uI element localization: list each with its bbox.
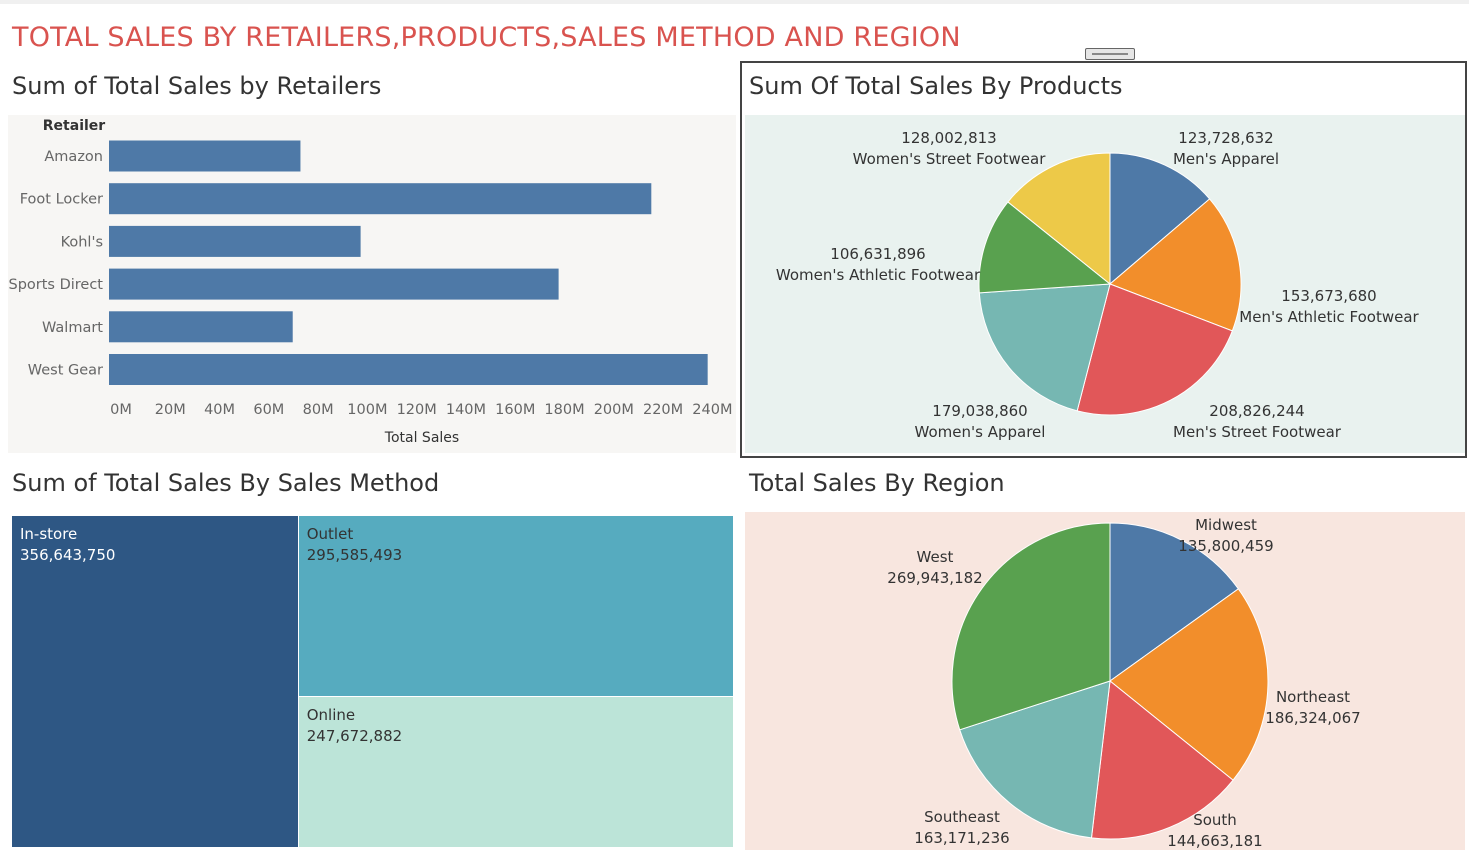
retailers-chart-title: Sum of Total Sales by Retailers [12, 72, 382, 100]
region-slice-midwest[interactable] [1109, 522, 1240, 682]
region-slice-label-west: 269,943,182 [887, 569, 982, 587]
region-pie-chart: Midwest 135,800,459 Northeast 186,324,067 So… [887, 516, 1360, 850]
product-slice-men-s-apparel[interactable] [1109, 152, 1211, 286]
x-tick-label-200m: 200M [594, 402, 634, 418]
region-slice-northeast[interactable] [1109, 588, 1269, 781]
product-slice-label-women-s-apparel: Women's Apparel [915, 423, 1046, 441]
region-slice-value-west: West [917, 548, 954, 566]
region-chart-title: Total Sales By Region [749, 469, 1005, 497]
treemap-label-value-outlet: 295,585,493 [306, 546, 403, 564]
region-slice-value-northeast: Northeast [1276, 688, 1350, 706]
treemap-cell-outlet[interactable]: Outlet 295,585,493 [298, 516, 733, 697]
x-tick-label-140m: 140M [446, 402, 486, 418]
x-tick-label-40m: 40M [204, 402, 235, 418]
treemap-label-value-online: 247,672,882 [306, 727, 403, 746]
product-slice-value-women-s-athletic-footwear: 106,631,896 [830, 245, 925, 263]
bar-amazon[interactable] [109, 140, 301, 172]
products-pie-chart: 123,728,632 Men's Apparel 153,673,680 Men's… [776, 129, 1420, 441]
region-slice-value-midwest: Midwest [1195, 516, 1257, 534]
x-tick-label-160m: 160M [495, 402, 535, 418]
product-slice-value-men-s-athletic-footwear: 153,673,680 [1281, 287, 1376, 305]
dashboard-title: TOTAL SALES BY RETAILERS,PRODUCTS,SALES … [12, 22, 961, 53]
treemap-label-name-outlet: Outlet [306, 525, 354, 543]
region-slice-west[interactable] [951, 522, 1111, 731]
product-slice-label-women-s-athletic-footwear: Women's Athletic Footwear [776, 266, 981, 284]
x-tick-label-100m: 100M [347, 402, 387, 418]
product-slice-men-s-street-footwear[interactable] [1076, 283, 1233, 416]
x-tick-label-220m: 220M [643, 402, 683, 418]
product-slice-label-men-s-athletic-footwear: Men's Athletic Footwear [1239, 308, 1419, 326]
bar-foot-locker[interactable] [109, 183, 652, 215]
product-slice-women-s-street-footwear[interactable] [1007, 152, 1111, 286]
retailer-label-kohl-s: Kohl's [61, 234, 103, 250]
retailers-bar-chart: Retailer Amazon Foot Locker Kohl's Sports Di… [8, 118, 732, 446]
treemap-label-value-in-store: 356,643,750 [20, 546, 116, 564]
treemap-label-online: Online 247,672,882 [307, 705, 402, 747]
treemap-label-name-in-store: In-store [20, 525, 78, 543]
x-tick-label-20m: 20M [155, 402, 186, 418]
product-slice-men-s-athletic-footwear[interactable] [1109, 198, 1242, 332]
product-slice-value-women-s-apparel: 179,038,860 [932, 402, 1027, 420]
x-axis-label: Total Sales [384, 430, 459, 446]
products-chart-title: Sum Of Total Sales By Products [749, 72, 1123, 100]
product-slice-label-women-s-street-footwear: Women's Street Footwear [853, 150, 1047, 168]
bar-sports-direct[interactable] [109, 268, 559, 300]
product-slice-label-men-s-street-footwear: Men's Street Footwear [1173, 423, 1342, 441]
bar-kohl-s[interactable] [109, 225, 361, 257]
product-slice-women-s-apparel[interactable] [978, 283, 1111, 412]
treemap-label-in-store: In-store 356,643,750 [20, 524, 115, 566]
retailer-label-amazon: Amazon [44, 149, 103, 165]
retailer-label-west-gear: West Gear [28, 363, 103, 379]
x-tick-label-80m: 80M [303, 402, 334, 418]
region-slice-value-south: South [1193, 811, 1237, 829]
bar-west-gear[interactable] [109, 354, 708, 385]
product-slice-label-men-s-apparel: Men's Apparel [1173, 150, 1279, 168]
treemap-label-name-online: Online [306, 706, 356, 725]
region-slice-label-midwest: 135,800,459 [1178, 537, 1273, 555]
x-tick-label-60m: 60M [253, 402, 284, 418]
region-slice-southeast[interactable] [959, 680, 1111, 839]
region-slice-label-south: 144,663,181 [1167, 832, 1262, 850]
product-slice-value-men-s-apparel: 123,728,632 [1178, 129, 1273, 147]
region-slice-south[interactable] [1090, 680, 1234, 840]
drag-handle-icon[interactable] [1085, 48, 1135, 60]
sales-method-chart-title: Sum of Total Sales By Sales Method [12, 469, 440, 497]
region-slice-label-northeast: 186,324,067 [1265, 709, 1360, 727]
region-slice-label-southeast: 163,171,236 [914, 829, 1009, 847]
bar-walmart[interactable] [109, 311, 293, 343]
x-tick-label-240m: 240M [692, 402, 732, 418]
region-slice-value-southeast: Southeast [924, 808, 1000, 826]
treemap-cell-in-store[interactable]: In-store 356,643,750 [12, 516, 298, 847]
x-tick-label-180m: 180M [544, 402, 584, 418]
product-slice-women-s-athletic-footwear[interactable] [978, 201, 1112, 294]
retailer-label-walmart: Walmart [42, 320, 103, 336]
retailer-label-sports-direct: Sports Direct [8, 277, 103, 293]
treemap-label-outlet: Outlet 295,585,493 [307, 524, 402, 566]
x-tick-label-120m: 120M [397, 402, 437, 418]
retailer-label-foot-locker: Foot Locker [20, 192, 103, 208]
treemap-cell-online[interactable]: Online 247,672,882 [298, 697, 733, 847]
product-slice-value-men-s-street-footwear: 208,826,244 [1209, 402, 1304, 420]
selected-worksheet-frame [740, 61, 1467, 458]
top-border [0, 0, 1469, 4]
sales-method-treemap: In-store 356,643,750 Outlet 295,585,493 Onli… [12, 516, 733, 847]
retailer-axis-header: Retailer [43, 118, 106, 134]
x-tick-label-0m: 0M [110, 402, 132, 418]
product-slice-value-women-s-street-footwear: 128,002,813 [901, 129, 996, 147]
